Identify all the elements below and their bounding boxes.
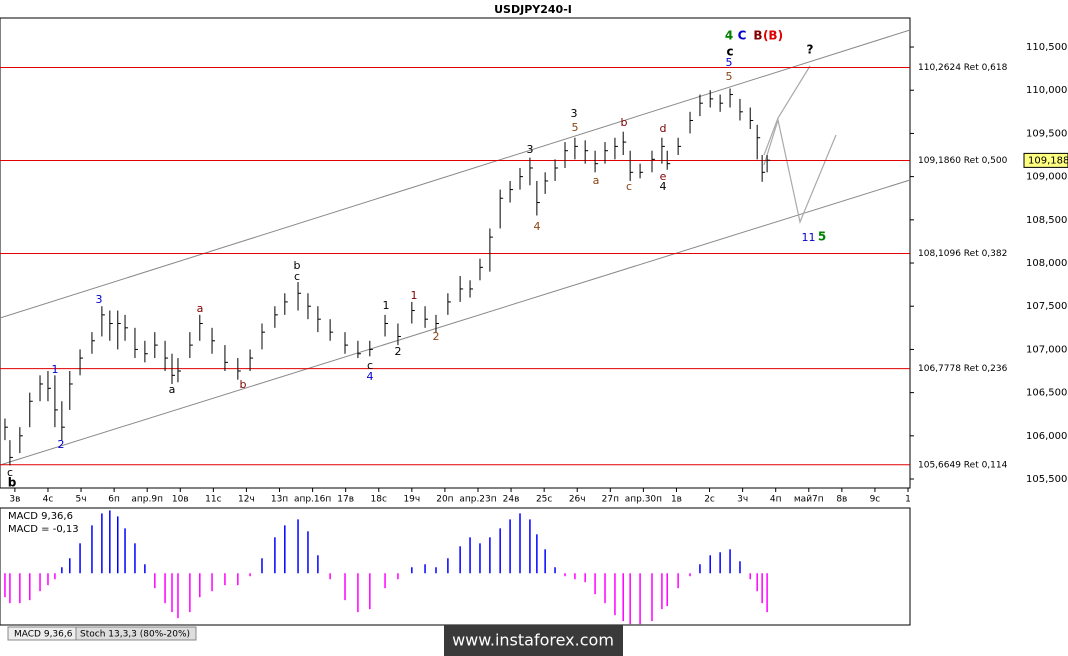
y-tick-label: 108,500 <box>1026 215 1067 226</box>
wave-label: 5 <box>726 56 733 69</box>
wave-label: b <box>240 378 247 391</box>
x-tick-label: 6п <box>108 495 120 505</box>
fib-label: 110,2624 Ret 0,618 <box>918 63 1008 73</box>
x-tick-label: 26ч <box>569 495 586 505</box>
y-tick-label: 107,500 <box>1026 301 1067 312</box>
wave-label: c <box>7 466 13 479</box>
x-tick-label: 18с <box>371 495 387 505</box>
wave-label: b <box>621 116 628 129</box>
wave-label: 1 <box>52 363 59 376</box>
tab[interactable] <box>75 626 197 641</box>
wave-label: c <box>367 359 373 372</box>
wave-label: 4 <box>367 370 374 383</box>
x-tick-label: 2с <box>704 495 715 505</box>
current-price-label: 109,188 <box>1028 155 1068 166</box>
y-tick-label: 107,000 <box>1026 344 1067 355</box>
wave-label: ? <box>807 43 814 57</box>
x-tick-label: 3в <box>9 495 20 505</box>
x-tick-label: 24в <box>503 495 520 505</box>
fib-label: 109,1860 Ret 0,500 <box>918 156 1008 166</box>
wave-label: a <box>169 383 176 396</box>
y-tick-label: 108,000 <box>1026 258 1067 269</box>
y-tick-label: 106,000 <box>1026 431 1067 442</box>
x-tick-label: апр.16п <box>294 495 331 505</box>
wave-label: a <box>593 174 600 187</box>
channel-line <box>0 179 911 466</box>
macd-label: MACD 9,36,6 <box>8 511 73 522</box>
y-tick-label: 105,500 <box>1026 474 1067 485</box>
wave-label: 1 <box>411 289 418 302</box>
wave-label: 3 <box>96 293 103 306</box>
wave-label: 1 <box>809 231 816 244</box>
x-tick-label: 5ч <box>76 495 87 505</box>
x-tick-label: апр.23п <box>459 495 496 505</box>
x-tick-label: апр.9п <box>131 495 163 505</box>
wave-label: 5 <box>726 70 733 83</box>
x-tick-label: 13п <box>271 495 288 505</box>
wave-label: c <box>726 45 733 59</box>
x-tick-label: 19ч <box>403 495 420 505</box>
wave-label: (B) <box>763 29 783 43</box>
watermark-box <box>444 625 623 656</box>
y-tick-label: 109,500 <box>1026 128 1067 139</box>
wave-label: a <box>197 302 204 315</box>
y-tick-label: 110,500 <box>1026 42 1067 53</box>
x-tick-label: 25с <box>536 495 552 505</box>
tab-label[interactable]: Stoch 13,3,3 (80%-20%) <box>80 630 190 640</box>
x-tick-label: 12ч <box>238 495 255 505</box>
macd-current: MACD = -0,13 <box>8 524 79 535</box>
wave-label: 4 <box>660 180 667 193</box>
x-tick-label: 1 <box>905 495 911 505</box>
wave-label: 2 <box>58 438 65 451</box>
y-tick-label: 106,500 <box>1026 388 1067 399</box>
chart-title: USDJPY240-I <box>494 3 572 16</box>
x-tick-label: 20п <box>436 495 453 505</box>
x-tick-label: 8в <box>836 495 847 505</box>
x-tick-label: 4с <box>43 495 54 505</box>
x-tick-label: 17в <box>337 495 354 505</box>
fib-label: 106,7778 Ret 0,236 <box>918 364 1008 374</box>
macd-panel <box>0 507 911 626</box>
x-tick-label: 4п <box>770 495 782 505</box>
fib-label: 105,6649 Ret 0,114 <box>918 460 1008 470</box>
wave-label: 4 <box>534 220 541 233</box>
wave-label: b <box>294 259 301 272</box>
wave-label: 2 <box>395 345 402 358</box>
wave-label: 1 <box>383 299 390 312</box>
wave-label: 5 <box>818 230 826 244</box>
wave-label: c <box>294 270 300 283</box>
wave-label: 5 <box>572 121 579 134</box>
wave-label: 3 <box>571 107 578 120</box>
wave-label: B <box>753 29 762 43</box>
x-tick-label: 1в <box>671 495 682 505</box>
channel-line <box>0 29 911 319</box>
wave-label: 2 <box>433 330 440 343</box>
current-price-box <box>1023 152 1068 168</box>
wave-label: b <box>8 476 17 490</box>
wave-label: e <box>660 170 667 183</box>
forecast-path <box>763 117 837 225</box>
wave-label: C <box>738 29 747 43</box>
y-tick-label: 109,000 <box>1026 172 1067 183</box>
x-tick-label: 9с <box>870 495 881 505</box>
x-tick-label: 10в <box>172 495 189 505</box>
wave-label: 3 <box>527 143 534 156</box>
x-tick-label: 3ч <box>737 495 748 505</box>
y-tick-label: 110,000 <box>1026 85 1067 96</box>
wave-label: 4 <box>725 29 733 43</box>
tab-label[interactable]: MACD 9,36,6 <box>14 630 73 640</box>
wave-label: 1 <box>802 231 809 244</box>
price-panel <box>0 17 911 489</box>
x-tick-label: 11с <box>205 495 221 505</box>
x-tick-label: май7п <box>794 495 824 505</box>
x-tick-label: апр.30п <box>625 495 662 505</box>
watermark: www.instaforex.com <box>452 631 614 650</box>
x-tick-label: 27п <box>602 495 619 505</box>
wave-label: c <box>626 180 632 193</box>
wave-label: d <box>660 122 667 135</box>
fib-label: 108,1096 Ret 0,382 <box>918 249 1007 259</box>
